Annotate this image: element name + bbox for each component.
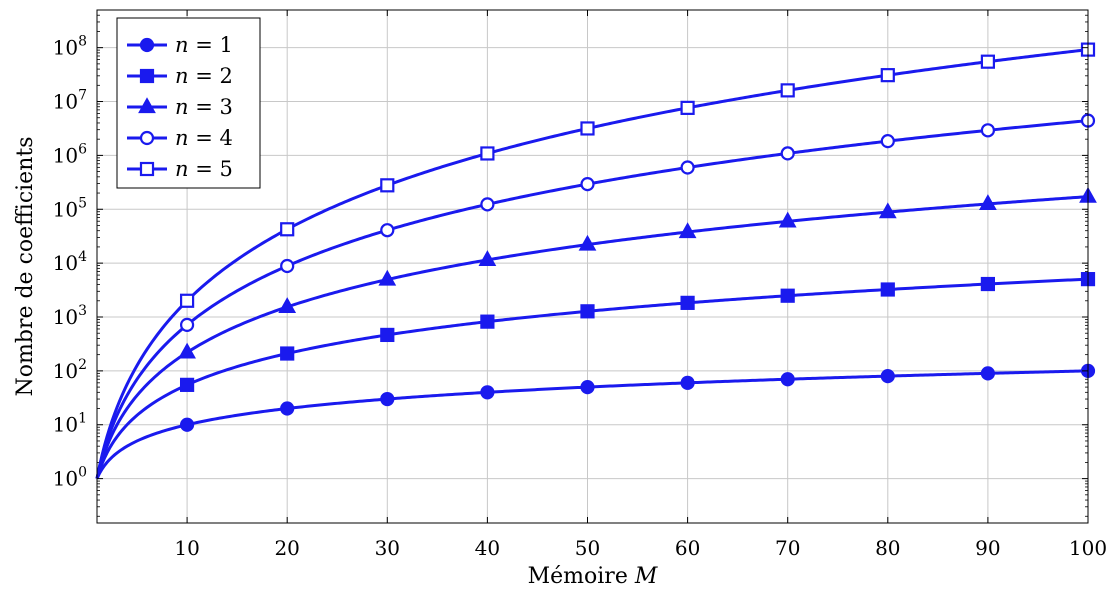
series-4: [95, 113, 1096, 479]
data-point: [680, 100, 695, 115]
legend-item: n = 3: [127, 95, 233, 119]
data-point: [178, 342, 196, 359]
data-point: [380, 223, 395, 238]
data-point: [480, 385, 495, 400]
legend-label: n = 3: [175, 95, 233, 119]
legend: n = 1 n = 2 n = 3 n = 4 n = 5: [116, 17, 261, 189]
data-point: [980, 123, 995, 138]
data-point: [138, 97, 156, 114]
legend-item: n = 1: [127, 33, 233, 57]
data-point: [980, 54, 995, 69]
data-point: [580, 177, 595, 192]
y-tick-label: 100: [53, 465, 87, 491]
data-point: [880, 134, 895, 149]
data-point: [880, 68, 895, 83]
series-3: [95, 186, 1097, 479]
data-point: [280, 222, 295, 237]
y-tick-label: 106: [53, 141, 87, 167]
y-tick-label: 101: [53, 411, 87, 437]
y-tick-label: 102: [53, 357, 87, 383]
y-tick-label: 107: [53, 88, 87, 114]
data-point: [139, 68, 155, 84]
data-point: [480, 197, 495, 212]
x-tick-label: 30: [375, 536, 400, 560]
legend-label: n = 4: [175, 126, 233, 150]
x-tick-label: 20: [274, 536, 299, 560]
data-point: [878, 202, 897, 219]
data-point: [139, 130, 155, 146]
series-2: [95, 272, 1096, 480]
legend-item: n = 2: [127, 64, 233, 88]
data-point: [580, 379, 595, 395]
data-point: [179, 377, 195, 392]
data-point: [280, 401, 295, 416]
data-point: [980, 276, 995, 292]
data-point: [680, 295, 695, 310]
plot-frame: [96, 9, 1089, 524]
data-point: [980, 366, 995, 381]
data-point: [680, 375, 695, 390]
x-axis-title: Mémoire M: [528, 564, 658, 589]
legend-label: n = 5: [175, 157, 233, 181]
data-point: [139, 37, 155, 53]
series-layer: [95, 42, 1097, 480]
x-tick-label: 70: [775, 536, 800, 560]
data-point: [880, 282, 895, 297]
data-point: [780, 146, 795, 161]
legend-label: n = 1: [175, 33, 233, 57]
data-point: [280, 346, 295, 361]
y-tick-label: 103: [53, 303, 87, 329]
series-line: [95, 195, 1089, 479]
legend-item: n = 4: [127, 126, 233, 150]
data-point: [480, 146, 495, 161]
x-tick-label: 40: [475, 536, 500, 560]
data-point: [278, 297, 297, 314]
data-point: [580, 121, 595, 136]
data-point: [778, 211, 797, 228]
x-axis: 10 20 30 40 50 60 70 80 90 100: [174, 10, 1107, 560]
data-point: [780, 288, 795, 303]
x-tick-label: 50: [575, 536, 600, 560]
legend-item: n = 5: [127, 157, 233, 181]
x-tick-label: 100: [1069, 536, 1107, 560]
y-axis-title: Nombre de coefficients: [13, 137, 38, 397]
series-1: [95, 363, 1096, 480]
y-tick-label: 108: [53, 34, 87, 60]
x-tick-label: 10: [174, 536, 199, 560]
y-tick-label: 104: [53, 249, 87, 275]
data-point: [580, 304, 595, 319]
data-point: [380, 391, 395, 407]
data-point: [380, 178, 395, 193]
y-axis: 100 101 102 103 104 105 106 107 108: [53, 34, 1088, 491]
data-point: [378, 269, 397, 286]
data-point: [880, 368, 895, 384]
data-point: [480, 314, 495, 329]
data-point: [380, 327, 395, 343]
data-point: [780, 372, 795, 387]
y-tick-label: 105: [53, 195, 87, 221]
data-point: [179, 317, 195, 332]
data-point: [280, 258, 295, 274]
x-tick-label: 90: [975, 536, 1000, 560]
data-point: [179, 293, 195, 308]
data-point: [680, 160, 695, 175]
data-point: [979, 194, 997, 211]
data-point: [478, 250, 497, 267]
x-tick-label: 60: [675, 536, 700, 560]
x-tick-label: 80: [875, 536, 900, 560]
legend-label: n = 2: [175, 64, 233, 88]
data-point: [780, 83, 795, 98]
data-point: [578, 234, 597, 251]
data-point: [139, 161, 155, 177]
data-point: [678, 222, 697, 239]
data-point: [179, 417, 195, 432]
